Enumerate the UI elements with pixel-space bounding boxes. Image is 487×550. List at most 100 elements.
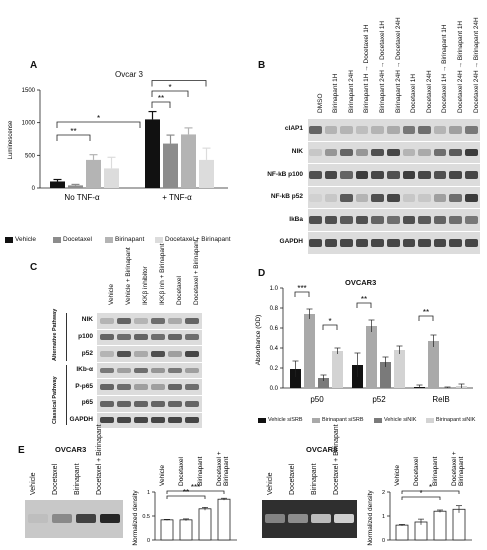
legend-swatch	[312, 418, 320, 423]
blot-band	[433, 125, 447, 134]
lane-label: Docetaxel 24H → Birinapant 24H	[472, 17, 480, 113]
blot-band	[151, 400, 165, 407]
bar	[50, 181, 65, 188]
y-axis-label: Absorbance (OD)	[255, 315, 262, 366]
blot-band	[324, 193, 338, 202]
lane-label: IKKβ inhibitor	[142, 266, 149, 305]
blot-band	[309, 216, 322, 225]
panel-b-blot	[308, 118, 480, 254]
panel-c-letter: C	[30, 262, 38, 273]
blot-band	[134, 417, 148, 424]
blot-strip	[308, 140, 480, 142]
blot-band	[309, 238, 322, 247]
blot-band	[100, 417, 114, 424]
significance-label: **	[158, 94, 164, 103]
significance-label: **	[183, 488, 189, 497]
y-axis-label: Luminescense	[8, 120, 14, 159]
panel-e-right-lane-labels: Vehicle Docetaxel Birinapant Docetaxel + Bi…	[262, 424, 352, 500]
blot-band	[185, 351, 199, 357]
panel-a-title: Ovcar 3	[115, 70, 144, 79]
legend-swatch	[258, 418, 266, 423]
blot-band	[355, 125, 369, 134]
blot-band	[418, 238, 431, 247]
legend-label: Birinapant siSRB	[322, 417, 364, 423]
blot-band	[418, 193, 431, 202]
significance-label: *	[168, 83, 171, 92]
lane-label: Docetaxel 1H → Birinapant 1H	[441, 24, 449, 113]
legend-swatch	[5, 237, 13, 243]
significance-label: *	[97, 114, 100, 123]
blot-band	[418, 216, 431, 225]
blot-band	[387, 171, 400, 180]
significance-bracket	[56, 121, 141, 128]
blot-band	[449, 171, 462, 180]
blot-band	[117, 384, 131, 390]
blot-strip	[308, 231, 480, 232]
bar	[290, 369, 301, 388]
bar	[318, 378, 329, 388]
significance-label: **	[423, 308, 429, 317]
blot-band	[151, 384, 165, 390]
blot-band	[151, 334, 165, 341]
bar	[163, 143, 178, 188]
lane-label: Docetaxel + Birinapant	[193, 239, 200, 305]
blot-strip	[308, 118, 480, 119]
lane-label: Vehicle + Birinapant	[125, 247, 132, 305]
y-tick-label: 0.2	[270, 366, 279, 372]
chart-a: 0 500 1000 1500 Luminescense No TNF-α + TNF-α *…	[8, 80, 228, 202]
bar	[304, 314, 315, 388]
blot-band	[465, 171, 478, 180]
x-category-label: Birinapant	[458, 457, 465, 486]
blot-band	[324, 148, 338, 157]
y-tick-label: 0.4	[270, 346, 279, 352]
blot-band	[449, 125, 462, 134]
significance-label: *	[429, 483, 432, 492]
bar	[104, 168, 119, 188]
blot-band	[324, 216, 338, 225]
legend-swatch	[374, 418, 382, 423]
blot-row-label: NF-kB p100	[267, 170, 303, 178]
blot-band	[100, 400, 114, 407]
blot-band	[433, 216, 447, 225]
x-category-label: Docetaxel +	[451, 451, 458, 486]
blot-band	[168, 400, 182, 407]
blot-band	[355, 238, 369, 247]
lane-label: Docetaxel	[52, 463, 59, 495]
panel-b-letter: B	[258, 60, 266, 71]
blot-band	[100, 351, 114, 357]
lane-label: IKKβ inh + Birinapant	[159, 243, 166, 305]
blot-band	[465, 216, 478, 225]
blot-band	[265, 514, 285, 523]
y-tick-label: 2	[382, 490, 385, 496]
legend-label: Vehicle siNIK	[384, 417, 417, 423]
x-category-label: Docetaxel	[178, 457, 185, 486]
blot-band	[185, 417, 199, 424]
blot-band	[117, 334, 131, 341]
bar	[433, 510, 447, 541]
blot-row-label: NIK	[291, 147, 303, 155]
blot-band	[387, 216, 400, 225]
blot-band	[100, 514, 120, 523]
blot-band	[288, 514, 308, 523]
y-tick-label: 1000	[22, 121, 36, 127]
x-category-label: Birinapant	[197, 457, 204, 486]
blot-row-label: P-p65	[75, 382, 93, 390]
y-tick-label: 0	[32, 186, 36, 192]
blot-band	[52, 514, 72, 523]
legend-label: Birinapant	[115, 236, 145, 243]
blot-band	[449, 238, 462, 247]
classical-pathway-bracket	[66, 365, 67, 425]
lane-label: Birinapant 24H	[347, 70, 355, 113]
blot-row-label: GAPDH	[279, 238, 303, 246]
significance-bracket	[418, 315, 434, 321]
blot-band	[309, 148, 322, 157]
blot-band	[355, 216, 369, 225]
blot-band	[151, 317, 165, 324]
blot-band	[371, 125, 384, 134]
blot-band	[311, 514, 331, 523]
blot-band	[371, 216, 384, 225]
bar	[68, 185, 83, 188]
bar	[332, 351, 343, 388]
bar	[394, 350, 405, 388]
bar	[179, 519, 193, 541]
